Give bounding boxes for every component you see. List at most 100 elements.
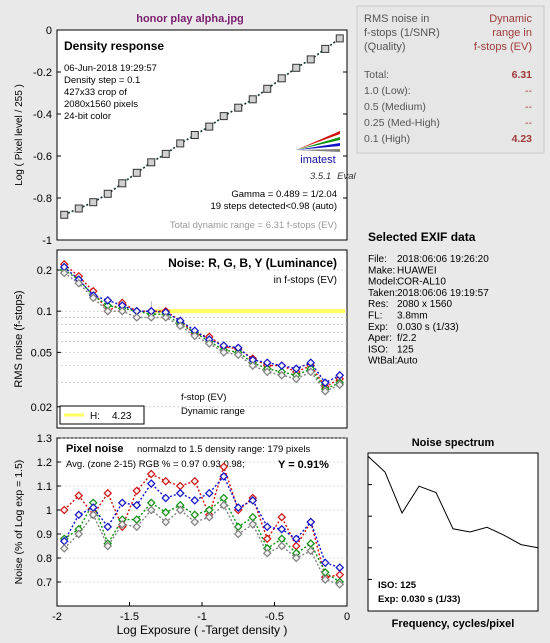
pixel-noise-xtick-label: -2: [52, 611, 62, 623]
exif-value: 3.8mm: [397, 311, 428, 322]
imatest-logo: imatest: [296, 131, 340, 166]
summary-header-left-1: RMS noise in: [364, 13, 429, 25]
pixel-noise-point-g: [161, 508, 171, 517]
pixel-noise-note: normalzd to 1.5 density range: 179 pixel…: [137, 444, 310, 455]
exif-key: Taken:: [368, 288, 397, 299]
pixel-noise-point-b: [132, 500, 142, 510]
noise-tick-label: 0.05: [31, 347, 52, 359]
version-note: Eval: [337, 171, 356, 182]
summary-row-value: --: [525, 101, 532, 113]
density-point: [248, 95, 257, 104]
pixel-noise-point-y: [335, 580, 345, 589]
density-point: [219, 112, 228, 121]
exif-key: FL:: [368, 311, 382, 322]
exif-key: Model:: [368, 277, 398, 288]
spectrum-exp: Exp: 0.030 s (1/33): [378, 594, 460, 605]
pixel-noise-point-b: [306, 517, 316, 527]
pixel-noise-tick-label: 1.1: [37, 481, 52, 493]
noise-ylabel: RMS noise (f-stops): [13, 290, 25, 387]
pixel-noise-xtick-label: 0: [344, 611, 350, 623]
pixel-noise-point-y: [219, 500, 229, 510]
exif-value: f/2.2: [397, 333, 417, 344]
exif-key: ISO:: [368, 344, 388, 355]
version-number: 3.5.1: [310, 171, 331, 182]
summary-header-right-3: f-stops (EV): [474, 41, 532, 53]
density-point: [161, 149, 170, 158]
pixel-noise-point-y: [320, 575, 330, 584]
noise-point-b: [291, 364, 301, 374]
exif-value: 2080 x 1560: [397, 299, 452, 310]
summary-header-right-1: Dynamic: [489, 13, 532, 25]
pixel-noise-point-b: [248, 496, 258, 505]
summary-row-value: --: [525, 85, 532, 97]
pixel-noise-point-r: [132, 486, 142, 496]
pixel-noise-series-r: [63, 464, 340, 578]
pixel-noise-point-b: [204, 488, 214, 498]
summary-panel: RMS noise in f-stops (1/SNR) (Quality) D…: [356, 5, 545, 154]
noise-title: Noise: R, G, B, Y (Luminance): [168, 256, 337, 270]
summary-row-label: 0.5 (Medium): [364, 101, 426, 113]
pixel-noise-point-y: [74, 529, 84, 539]
pixel-noise-point-y: [103, 541, 113, 551]
pixel-noise-avg: Avg. (zone 2-15) RGB % = 0.97 0.93 0.98;: [66, 459, 245, 470]
noise-tick-label: 0.1: [37, 306, 52, 318]
noise-subtitle: in f-stops (EV): [274, 275, 337, 286]
density-tick-label: -0.8: [33, 193, 52, 205]
pixel-noise-point-b: [74, 510, 84, 520]
pixel-noise-point-r: [146, 469, 156, 479]
fstop-note: Dynamic range: [181, 406, 245, 417]
pixel-noise-xtick-label: -1.5: [120, 611, 139, 623]
exif-heading: Selected EXIF data: [368, 230, 476, 244]
noise-point-y: [88, 293, 98, 303]
spectrum-plot-area: [367, 452, 539, 612]
density-info-line: 2080x1560 pixels: [64, 99, 138, 110]
pixel-noise-y: Y = 0.91%: [278, 459, 329, 471]
pixel-noise-point-r: [103, 488, 113, 498]
figure-title: honor play alpha.jpg: [136, 13, 244, 25]
fstop-note: f-stop (EV): [181, 392, 226, 403]
pixel-noise-tick-label: 1.3: [37, 433, 52, 445]
density-point: [74, 204, 83, 213]
pixel-noise-point-b: [291, 534, 301, 544]
noise-point-y: [291, 374, 301, 384]
density-point: [118, 179, 127, 188]
summary-header-right-2: range in: [492, 27, 532, 39]
summary-row-label: 0.25 (Med-High): [364, 117, 440, 129]
summary-row-value: 4.23: [512, 133, 533, 145]
density-point: [205, 122, 214, 131]
pixel-noise-point-r: [161, 476, 171, 486]
pixel-noise-point-y: [175, 505, 185, 515]
spectrum-iso: ISO: 125: [378, 580, 417, 591]
noise-point-y: [132, 313, 142, 322]
noise-point-y: [335, 380, 345, 390]
density-point: [321, 44, 330, 53]
noise-point-b: [320, 378, 330, 388]
density-point: [263, 84, 272, 93]
exif-value: COR-AL10: [397, 277, 446, 288]
pixel-noise-point-r: [262, 534, 272, 544]
noise-point-y: [161, 313, 171, 322]
density-tick-label: -0.6: [33, 151, 52, 163]
exif-value: 2018:06:06 19:19:57: [397, 288, 489, 299]
gamma-text: Gamma = 0.489 = 1/2.04: [231, 189, 337, 200]
pixel-noise-tick-label: 0.8: [37, 553, 52, 565]
pixel-noise-point-b: [190, 496, 200, 505]
density-point: [147, 158, 156, 167]
exif-key: Res:: [368, 299, 389, 310]
noise-point-y: [233, 350, 243, 360]
noise-point-y: [175, 321, 185, 331]
exif-key: File:: [368, 254, 387, 265]
pixel-noise-point-b: [233, 503, 243, 512]
noise-point-y: [320, 386, 330, 396]
density-point: [306, 55, 315, 64]
pixel-noise-point-b: [146, 479, 156, 488]
noise-point-y: [103, 306, 113, 316]
pixel-noise-point-y: [233, 529, 243, 539]
noise-point-y: [277, 370, 287, 380]
exif-key: WtBal:: [368, 356, 397, 367]
density-info-line: 427x33 crop of: [64, 87, 127, 98]
summary-row-label: 0.1 (High): [364, 133, 410, 145]
summary-row-value: 6.31: [512, 69, 533, 81]
exif-value: Auto: [397, 356, 418, 367]
summary-header-left-3: (Quality): [364, 41, 406, 53]
